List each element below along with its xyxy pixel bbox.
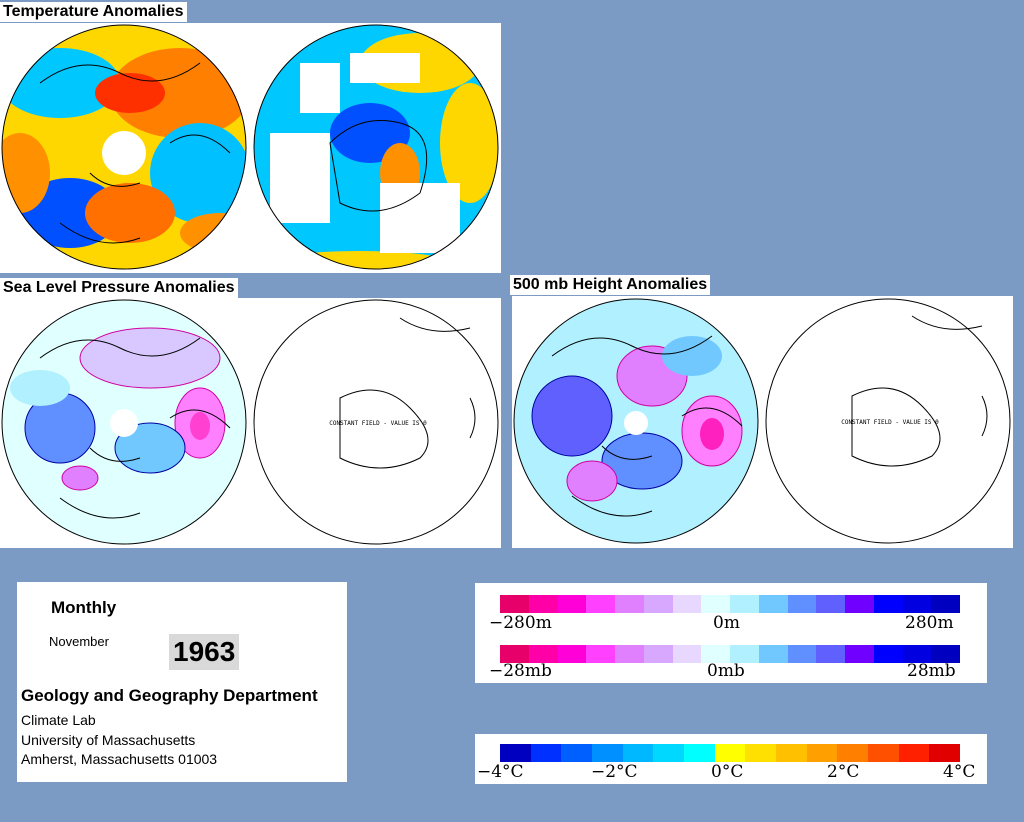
temperature-swatch-9 — [776, 744, 807, 762]
height-swatch-15 — [931, 595, 960, 613]
height-label-min: −280m — [489, 613, 552, 633]
temp-label-0: −4°C — [477, 762, 524, 782]
temperature-swatch-5 — [653, 744, 685, 762]
temp-label-4: 4°C — [943, 762, 976, 782]
pressure-swatch-8 — [730, 645, 759, 663]
height-swatch-14 — [902, 595, 932, 613]
temperature-swatch-7 — [714, 744, 746, 762]
pressure-swatch-12 — [845, 645, 874, 663]
height500-note: CONSTANT FIELD - VALUE IS 0 — [841, 419, 939, 426]
pressure-swatch-6 — [672, 645, 702, 663]
slp-north-map — [2, 300, 246, 544]
height-swatch-9 — [758, 595, 788, 613]
height-swatch-10 — [787, 595, 817, 613]
pressure-swatch-5 — [643, 645, 673, 663]
pressure-label-mid: 0mb — [707, 661, 745, 681]
temperature-swatch-12 — [868, 744, 899, 762]
temperature-swatch-3 — [592, 744, 623, 762]
height-swatch-7 — [701, 595, 730, 613]
pressure-colorbar — [500, 645, 960, 663]
pressure-swatch-11 — [816, 645, 845, 663]
slp-note: CONSTANT FIELD - VALUE IS 0 — [329, 420, 427, 427]
temperature-swatch-4 — [622, 744, 654, 762]
height-swatch-0 — [500, 595, 529, 613]
pressure-swatch-15 — [931, 645, 960, 663]
height-pressure-legend: −280m 0m 280m −28mb 0mb 28mb — [475, 583, 987, 683]
slp-south-map — [339, 317, 476, 469]
height-swatch-5 — [643, 595, 673, 613]
height500-title: 500 mb Height Anomalies — [510, 275, 711, 295]
temperature-swatch-8 — [745, 744, 777, 762]
height-swatch-3 — [586, 595, 615, 613]
height-label-max: 280m — [905, 613, 954, 633]
temperature-legend: −4°C −2°C 0°C 2°C 4°C — [475, 734, 987, 784]
pressure-swatch-13 — [873, 645, 903, 663]
address-label: Amherst, Massachusetts 01003 — [21, 751, 218, 767]
temp-label-2: 0°C — [711, 762, 744, 782]
height-swatch-11 — [816, 595, 845, 613]
lab-label: Climate Lab — [21, 712, 96, 728]
temperature-swatch-14 — [929, 744, 961, 762]
height-label-mid: 0m — [713, 613, 740, 633]
slp-title: Sea Level Pressure Anomalies — [0, 278, 238, 298]
height-colorbar — [500, 595, 960, 613]
pressure-label-min: −28mb — [489, 661, 552, 681]
year-label: 1963 — [169, 634, 240, 670]
temp-label-3: 2°C — [827, 762, 860, 782]
height500-panel: CONSTANT FIELD - VALUE IS 0 — [512, 296, 1013, 548]
pressure-swatch-0 — [500, 645, 529, 663]
month-label: November — [49, 634, 109, 649]
height-swatch-6 — [672, 595, 702, 613]
temperature-swatch-11 — [837, 744, 869, 762]
temperature-panel — [0, 23, 501, 273]
height-swatch-4 — [615, 595, 644, 613]
pressure-swatch-9 — [758, 645, 788, 663]
temp-label-1: −2°C — [591, 762, 638, 782]
pressure-swatch-1 — [528, 645, 558, 663]
temperature-north-map — [2, 25, 246, 269]
height500-south-map — [851, 315, 988, 467]
temperature-swatch-13 — [898, 744, 930, 762]
height-swatch-12 — [845, 595, 874, 613]
temperature-title: Temperature Anomalies — [0, 2, 187, 22]
university-label: University of Massachusetts — [21, 732, 196, 748]
height500-north-map — [514, 299, 758, 543]
height-swatch-2 — [557, 595, 587, 613]
temperature-swatch-1 — [530, 744, 562, 762]
pressure-swatch-14 — [902, 645, 932, 663]
pressure-swatch-3 — [586, 645, 615, 663]
pressure-swatch-10 — [787, 645, 817, 663]
slp-panel: CONSTANT FIELD - VALUE IS 0 — [0, 298, 501, 548]
temperature-swatch-0 — [500, 744, 531, 762]
pressure-swatch-2 — [557, 645, 587, 663]
department-label: Geology and Geography Department — [21, 686, 318, 705]
pressure-swatch-4 — [615, 645, 644, 663]
height-swatch-13 — [873, 595, 903, 613]
temperature-swatch-6 — [684, 744, 715, 762]
temperature-colorbar — [500, 744, 961, 762]
period-label: Monthly — [51, 598, 117, 617]
pressure-label-max: 28mb — [907, 661, 956, 681]
info-box: Monthly November 1963 Geology and Geogra… — [17, 582, 347, 782]
temperature-swatch-10 — [806, 744, 838, 762]
pressure-swatch-7 — [701, 645, 730, 663]
temperature-swatch-2 — [561, 744, 593, 762]
height-swatch-1 — [528, 595, 558, 613]
height-swatch-8 — [730, 595, 759, 613]
